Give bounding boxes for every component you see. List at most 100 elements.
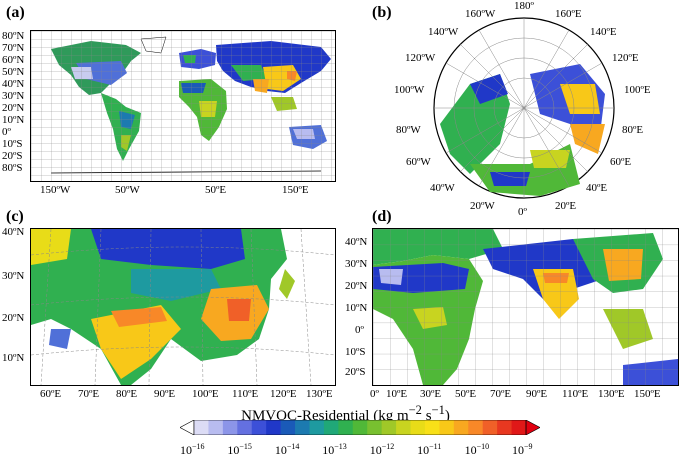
lon-label: 60ºE: [610, 156, 632, 168]
colorbar-swatch: [453, 420, 469, 435]
panel-c-map: [30, 228, 336, 386]
lon-label: 0º: [370, 388, 379, 400]
lon-label: 70ºE: [490, 388, 512, 400]
lat-label: 40ºN: [2, 78, 25, 90]
lon-label: 70ºE: [78, 388, 100, 400]
lon-label: 110ºE: [232, 388, 259, 400]
lon-label: 10ºE: [386, 388, 408, 400]
lon-label: 30ºE: [420, 388, 442, 400]
panel-c-label: (c): [6, 208, 24, 225]
lat-label: 80ºN: [2, 30, 25, 42]
panel-a-label: (a): [6, 4, 25, 21]
lon-label: 160ºW: [465, 8, 496, 20]
panel-d-label: (d): [372, 208, 392, 225]
colorbar-tick-label: 10−10: [464, 442, 490, 457]
colorbar-swatch: [468, 420, 484, 435]
lon-label: 120ºE: [612, 52, 639, 64]
colorbar-under-arrow: [180, 420, 195, 435]
lon-label: 100ºE: [624, 84, 651, 96]
lat-label: 20ºN: [2, 312, 25, 324]
colorbar-swatch: [511, 420, 527, 435]
panel-b-label: (b): [372, 4, 392, 21]
colorbar-swatch: [194, 420, 209, 435]
lat-label: 20ºS: [2, 150, 23, 162]
lat-label: 20ºN: [345, 280, 368, 292]
lon-label: 20ºE: [555, 200, 577, 212]
lon-label: 130ºE: [598, 388, 625, 400]
lon-label: 40ºW: [430, 182, 455, 194]
colorbar-tick-label: 10−15: [227, 442, 252, 457]
colorbar-swatch: [410, 420, 426, 435]
colorbar-swatch: [424, 420, 440, 435]
colorbar-tick-label: 10−14: [274, 442, 300, 457]
colorbar: [180, 420, 540, 435]
lat-label: 20ºN: [2, 102, 25, 114]
lat-label: 30ºN: [2, 90, 25, 102]
colorbar-over-arrow: [525, 420, 540, 435]
lon-label: 120ºW: [405, 52, 436, 64]
lon-label: 50ºW: [115, 184, 140, 196]
lat-label: 40ºN: [2, 226, 25, 238]
lat-label: 10ºN: [345, 302, 368, 314]
colorbar-swatch: [266, 420, 282, 435]
lat-label: 40ºN: [345, 236, 368, 248]
lon-label: 0º: [518, 206, 527, 218]
colorbar-swatch: [482, 420, 498, 435]
lat-label: 10ºN: [2, 114, 25, 126]
colorbar-swatch: [222, 420, 238, 435]
lon-label: 100ºW: [394, 84, 425, 96]
colorbar-title-mid: s: [421, 408, 432, 424]
colorbar-swatch: [396, 420, 412, 435]
lat-label: 0º: [355, 324, 364, 336]
lon-label: 140ºW: [428, 26, 459, 38]
lat-label: 10ºS: [345, 346, 366, 358]
lon-label: 140ºE: [590, 26, 617, 38]
lon-label: 90ºE: [154, 388, 176, 400]
lat-label: 0º: [2, 126, 11, 138]
lon-label: 60ºE: [40, 388, 62, 400]
lon-label: 110ºE: [562, 388, 589, 400]
colorbar-swatch: [338, 420, 354, 435]
colorbar-tick-label: 10−9: [512, 442, 533, 457]
lon-label: 160ºE: [555, 8, 582, 20]
colorbar-swatch: [352, 420, 368, 435]
lat-label: 70ºN: [2, 42, 25, 54]
colorbar-swatch: [208, 420, 224, 435]
colorbar-tick-label: 10−11: [417, 442, 442, 457]
colorbar-swatch: [309, 420, 325, 435]
lat-label: 60ºN: [2, 54, 25, 66]
lat-label: 50ºN: [2, 66, 25, 78]
lon-label: 50ºE: [455, 388, 477, 400]
colorbar-title-exp1: −2: [408, 403, 422, 417]
lon-label: 150ºE: [634, 388, 661, 400]
lon-label: 130ºE: [306, 388, 333, 400]
colorbar-swatch: [251, 420, 267, 435]
panel-a-map: [30, 30, 336, 182]
colorbar-swatch: [237, 420, 253, 435]
colorbar-swatch: [323, 420, 339, 435]
lat-label: 20ºS: [345, 366, 366, 378]
lon-label: 50ºE: [205, 184, 227, 196]
colorbar-tick-label: 10−16: [180, 442, 205, 457]
colorbar-title-end: ): [444, 408, 450, 424]
panel-d-map: [372, 228, 679, 386]
lon-label: 180º: [514, 0, 534, 12]
asia-map: [31, 229, 335, 385]
lon-label: 80ºW: [396, 124, 421, 136]
colorbar-border: [193, 420, 527, 435]
afro-asia-map: [373, 229, 678, 385]
lon-label: 20ºW: [470, 200, 495, 212]
lon-label: 80ºE: [116, 388, 138, 400]
polar-map: [433, 17, 615, 199]
colorbar-swatch: [497, 420, 513, 435]
lon-label: 120ºE: [270, 388, 297, 400]
colorbar-title-exp2: −1: [431, 403, 445, 417]
lat-label: 30ºN: [2, 270, 25, 282]
lat-label: 30ºN: [345, 258, 368, 270]
lon-label: 40ºE: [586, 182, 608, 194]
colorbar-tick-label: 10−12: [369, 442, 395, 457]
lon-label: 60ºW: [406, 156, 431, 168]
lon-label: 80ºE: [622, 124, 644, 136]
colorbar-swatch: [367, 420, 383, 435]
colorbar-tick-label: 10−13: [322, 442, 347, 457]
